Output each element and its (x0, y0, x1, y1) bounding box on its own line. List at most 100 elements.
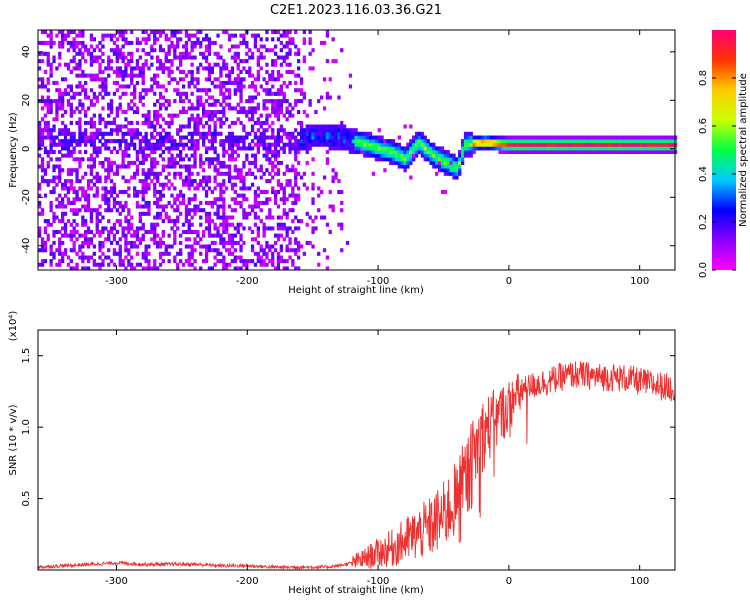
heatmap-cell (604, 146, 609, 151)
heatmap-cell (250, 146, 255, 151)
heatmap-cell (72, 248, 76, 253)
heatmap-cell (95, 73, 99, 78)
heatmap-cell (135, 131, 140, 136)
heatmap-cell (250, 208, 255, 213)
heatmap-cell (104, 237, 108, 242)
heatmap-cell (250, 33, 255, 38)
heatmap-cell (153, 135, 157, 140)
heatmap-cell (345, 240, 350, 245)
heatmap-cell (158, 244, 163, 249)
heatmap-cell (512, 135, 517, 140)
heatmap-cell (204, 44, 209, 49)
heatmap-cell (573, 146, 577, 151)
heatmap-cell (58, 40, 62, 45)
heatmap-cell (86, 193, 91, 198)
heatmap-cell (187, 99, 191, 104)
heatmap-cell (130, 51, 134, 56)
heatmap-cell (75, 197, 79, 202)
heatmap-cell (446, 153, 450, 158)
heatmap-cell (193, 142, 197, 147)
heatmap-cell (544, 146, 548, 151)
heatmap-cell (204, 37, 209, 42)
heatmap-cell (46, 237, 50, 242)
heatmap-cell (383, 157, 387, 162)
heatmap-cell (72, 66, 76, 71)
heatmap-cell (213, 211, 217, 216)
heatmap-cell (193, 164, 197, 169)
heatmap-cell (230, 182, 235, 187)
heatmap-cell (161, 164, 165, 169)
heatmap-cell (179, 171, 183, 176)
heatmap-cell (210, 66, 214, 71)
heatmap-cell (357, 142, 361, 147)
heatmap-cell (423, 142, 427, 147)
heatmap-cell (397, 160, 401, 165)
heatmap-cell (61, 219, 65, 224)
heatmap-cell (109, 37, 114, 42)
heatmap-cell (58, 230, 62, 235)
heatmap-cell (61, 146, 65, 151)
heatmap-cell (239, 179, 243, 184)
heatmap-cell (363, 150, 367, 155)
heatmap-cell (184, 30, 189, 35)
heatmap-cell (112, 262, 117, 267)
heatmap-cell (440, 150, 445, 155)
heatmap-cell (561, 135, 565, 140)
heatmap-cell (305, 135, 309, 140)
heatmap-cell (104, 168, 108, 173)
heatmap-cell (130, 99, 134, 104)
heatmap-cell (193, 160, 197, 165)
heatmap-cell (216, 153, 220, 158)
heatmap-cell (271, 262, 275, 267)
heatmap-cell (225, 226, 229, 231)
heatmap-cell (432, 157, 436, 162)
heatmap-cell (409, 175, 413, 180)
heatmap-cell (161, 251, 165, 256)
heatmap-cell (242, 179, 246, 184)
heatmap-cell (104, 226, 108, 231)
heatmap-cell (138, 91, 142, 96)
heatmap-cell (348, 84, 353, 89)
heatmap-cell (265, 190, 269, 195)
heatmap-cell (213, 226, 217, 231)
heatmap-cell (107, 102, 111, 107)
heatmap-cell (207, 48, 212, 53)
heatmap-cell (509, 146, 514, 151)
heatmap-cell (435, 160, 439, 165)
heatmap-cell (225, 222, 229, 227)
heatmap-cell (78, 120, 82, 125)
heatmap-cell (533, 146, 537, 151)
heatmap-cell (66, 33, 71, 38)
heatmap-cell (305, 113, 309, 118)
heatmap-cell (199, 120, 203, 125)
heatmap-cell (343, 142, 347, 147)
heatmap-cell (170, 139, 174, 144)
heatmap-cell (285, 131, 289, 136)
heatmap-cell (86, 157, 91, 162)
heatmap-cell (222, 106, 226, 111)
heatmap-cell (115, 219, 119, 224)
heatmap-cell (268, 135, 272, 140)
heatmap-cell (144, 179, 148, 184)
heatmap-cell (285, 99, 289, 104)
heatmap-cell (391, 139, 396, 144)
heatmap-cell (207, 70, 212, 75)
heatmap-cell (61, 240, 65, 245)
heatmap-cell (320, 215, 324, 220)
heatmap-cell (58, 62, 62, 67)
heatmap-cell (49, 146, 53, 151)
heatmap-cell (345, 131, 350, 136)
heatmap-cell (204, 193, 209, 198)
heatmap-cell (95, 55, 99, 60)
heatmap-cell (230, 197, 235, 202)
heatmap-cell (440, 164, 445, 169)
heatmap-cell (294, 99, 298, 104)
heatmap-cell (230, 66, 235, 71)
heatmap-cell (107, 237, 111, 242)
heatmap-cell (184, 208, 189, 213)
heatmap-cell (282, 171, 286, 176)
heatmap-cell (176, 226, 180, 231)
heatmap-cell (227, 171, 232, 176)
heatmap-cell (340, 222, 344, 227)
heatmap-cell (89, 62, 94, 67)
